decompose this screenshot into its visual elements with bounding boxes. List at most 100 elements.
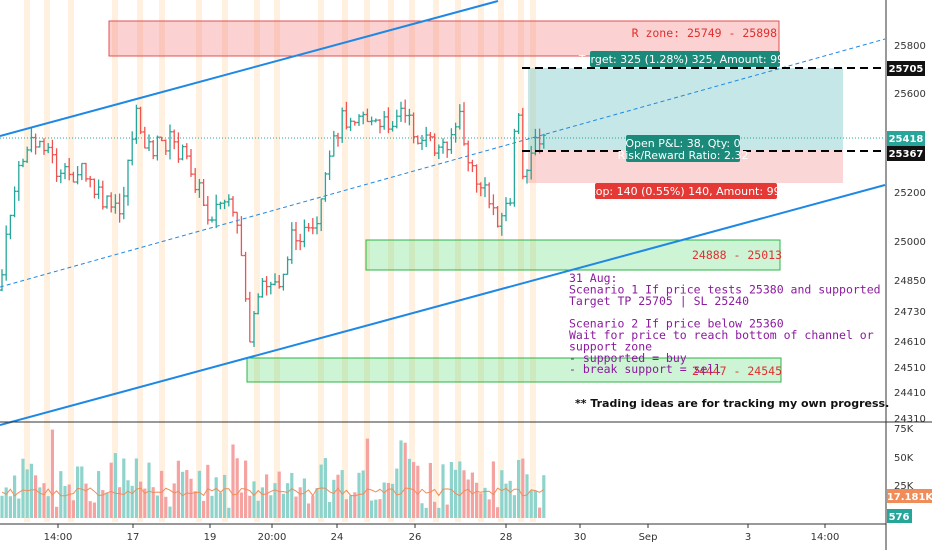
y-tick-label: 25000 (894, 237, 926, 248)
support-zone-2[interactable] (246, 357, 782, 383)
volume-bar (92, 502, 96, 518)
volume-bar (227, 507, 231, 518)
volume-bar (437, 507, 441, 518)
session-stripes (24, 0, 536, 522)
volume-bar (218, 492, 222, 518)
volume-bar (256, 500, 260, 518)
volume-bar (374, 499, 378, 518)
volume-bar (143, 488, 147, 518)
volume-bar (496, 507, 500, 518)
volume-bar (130, 485, 134, 518)
pnl-tag (626, 135, 740, 162)
y-tick-label: 25800 (894, 41, 926, 52)
x-tick-label: 19 (204, 532, 217, 543)
x-tick-label: 30 (574, 532, 587, 543)
volume-bar (8, 496, 12, 518)
volume-bar (71, 500, 75, 518)
candles (0, 99, 546, 347)
analysis-notes: 31 Aug:Scenario 1 If price tests 25380 a… (569, 271, 881, 376)
volume-bar (315, 488, 319, 518)
volume-bars (0, 429, 546, 518)
session-stripe (68, 0, 74, 522)
volume-bar (332, 479, 336, 518)
volume-bar (34, 475, 38, 518)
volume-bar (147, 462, 151, 518)
session-stripe (222, 0, 228, 522)
note-line: 31 Aug: (569, 271, 617, 285)
volume-bar (235, 458, 239, 518)
session-stripe (159, 0, 165, 522)
channel-lower-line[interactable] (0, 184, 886, 426)
volume-bar (202, 500, 206, 518)
volume-bar (84, 483, 88, 518)
volume-bar (365, 438, 369, 518)
volume-bar (97, 471, 101, 518)
note-line: - supported = buy (569, 351, 687, 365)
volume-tick-label: 75K (894, 424, 914, 435)
volume-bar (181, 471, 185, 518)
x-tick-label: 14:00 (811, 532, 840, 543)
volume-bar (491, 461, 495, 518)
volume-bar (386, 482, 390, 518)
channel-mid-line[interactable] (0, 38, 886, 288)
volume-ma-badge (887, 489, 932, 503)
volume-axis: 75K 50K 25K (894, 424, 914, 492)
volume-bar (424, 507, 428, 518)
volume-bar (420, 503, 424, 518)
volume-bar (428, 462, 432, 518)
session-stripe (478, 0, 484, 522)
support-zone-1[interactable] (365, 239, 781, 271)
price-axis[interactable]: 25800 25600 25200 25000 24850 24730 24610 24510… (894, 41, 926, 425)
volume-bar (470, 472, 474, 518)
volume-bar (109, 462, 113, 518)
note-line: - break support = sell (569, 362, 721, 376)
volume-bar (378, 499, 382, 518)
volume-bar (38, 487, 42, 518)
volume-bar (357, 472, 361, 518)
volume-ma-badge-text: 17.181K (887, 492, 932, 503)
volume-bar (512, 495, 516, 518)
volume-bar (533, 490, 537, 518)
time-axis[interactable]: 14:00 17 19 20:00 24 26 28 30 Sep 3 14:00 (44, 524, 840, 543)
note-line: Wait for price to reach bottom of channe… (569, 328, 874, 342)
volume-bar (529, 490, 533, 518)
volume-bar (319, 464, 323, 518)
volume-bar (336, 474, 340, 518)
session-stripe (409, 0, 415, 522)
target-tag-text: Target: 325 (1.28%) 325, Amount: 999 (578, 53, 791, 66)
volume-bar (521, 458, 525, 518)
volume-bar (21, 458, 25, 518)
y-tick-label: 25600 (894, 89, 926, 100)
y-tick-label: 24410 (894, 388, 926, 399)
volume-bar (172, 483, 176, 518)
volume-bar (265, 474, 269, 518)
session-stripe (137, 0, 143, 522)
volume-bar (525, 474, 529, 518)
session-stripe (498, 0, 504, 522)
volume-bar (290, 472, 294, 518)
volume-bar (42, 483, 46, 518)
target-price-badge (887, 61, 925, 76)
volume-bar (277, 471, 281, 518)
volume-bar (59, 471, 63, 518)
session-stripe (455, 0, 461, 522)
session-stripe (433, 0, 439, 522)
stop-tag (595, 183, 777, 199)
volume-bar (466, 479, 470, 518)
volume-bar (395, 468, 399, 518)
volume-bar (349, 495, 353, 518)
note-line: Scenario 1 If price tests 25380 and supp… (569, 282, 881, 296)
resistance-zone[interactable] (108, 20, 780, 57)
channel-upper-line[interactable] (0, 0, 499, 137)
volume-bar (46, 496, 50, 518)
session-stripe (254, 0, 260, 522)
volume-bar (164, 496, 168, 518)
volume-bar (328, 502, 332, 518)
volume-bar (483, 487, 487, 518)
current-price-badge-text: 25418 (889, 134, 924, 145)
session-stripe (196, 0, 202, 522)
volume-bar (80, 466, 84, 518)
volume-bar (399, 440, 403, 518)
volume-bar (160, 470, 164, 518)
